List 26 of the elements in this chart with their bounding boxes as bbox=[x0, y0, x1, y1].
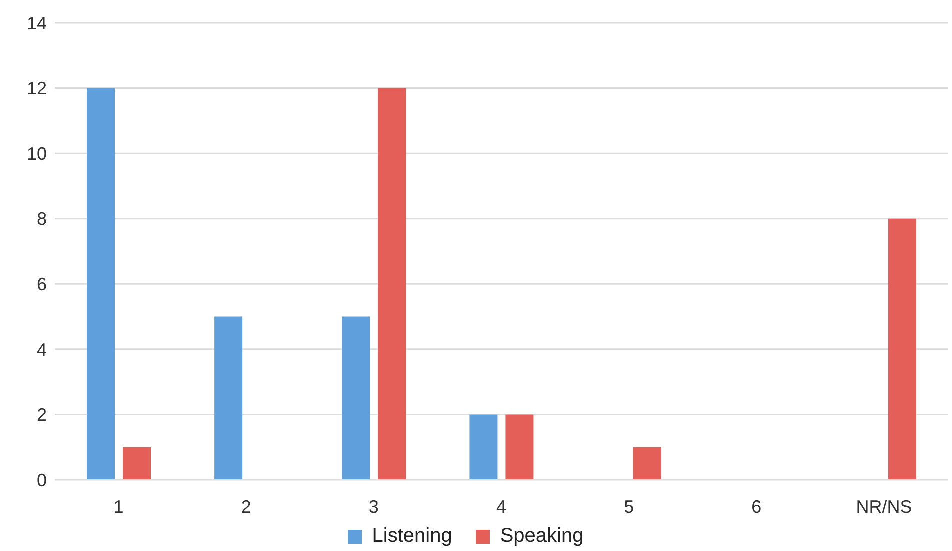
y-tick-label: 4 bbox=[36, 340, 47, 360]
bar bbox=[87, 88, 115, 480]
x-tick-label: NR/NS bbox=[856, 496, 912, 517]
bar bbox=[888, 218, 916, 480]
bar bbox=[378, 88, 406, 480]
bar bbox=[506, 414, 534, 480]
x-tick-label: 5 bbox=[624, 496, 634, 517]
legend-label: Speaking bbox=[500, 525, 584, 547]
x-tick-label: 3 bbox=[368, 496, 379, 517]
bar bbox=[470, 414, 498, 480]
x-tick-label: 1 bbox=[114, 496, 124, 517]
legend-label: Listening bbox=[372, 525, 452, 547]
bar bbox=[342, 316, 370, 480]
y-tick-label: 8 bbox=[36, 209, 47, 230]
bar bbox=[214, 316, 243, 480]
y-tick-label: 2 bbox=[36, 405, 47, 426]
y-tick-label: 12 bbox=[26, 78, 47, 99]
y-tick-label: 10 bbox=[26, 144, 47, 164]
y-tick-label: 6 bbox=[36, 274, 47, 295]
bar bbox=[633, 447, 662, 480]
x-tick-label: 2 bbox=[241, 496, 252, 517]
y-tick-label: 0 bbox=[36, 470, 47, 490]
bar bbox=[123, 447, 151, 480]
x-tick-label: 4 bbox=[496, 496, 507, 517]
y-tick-label: 14 bbox=[26, 13, 47, 34]
x-tick-label: 6 bbox=[752, 496, 762, 517]
